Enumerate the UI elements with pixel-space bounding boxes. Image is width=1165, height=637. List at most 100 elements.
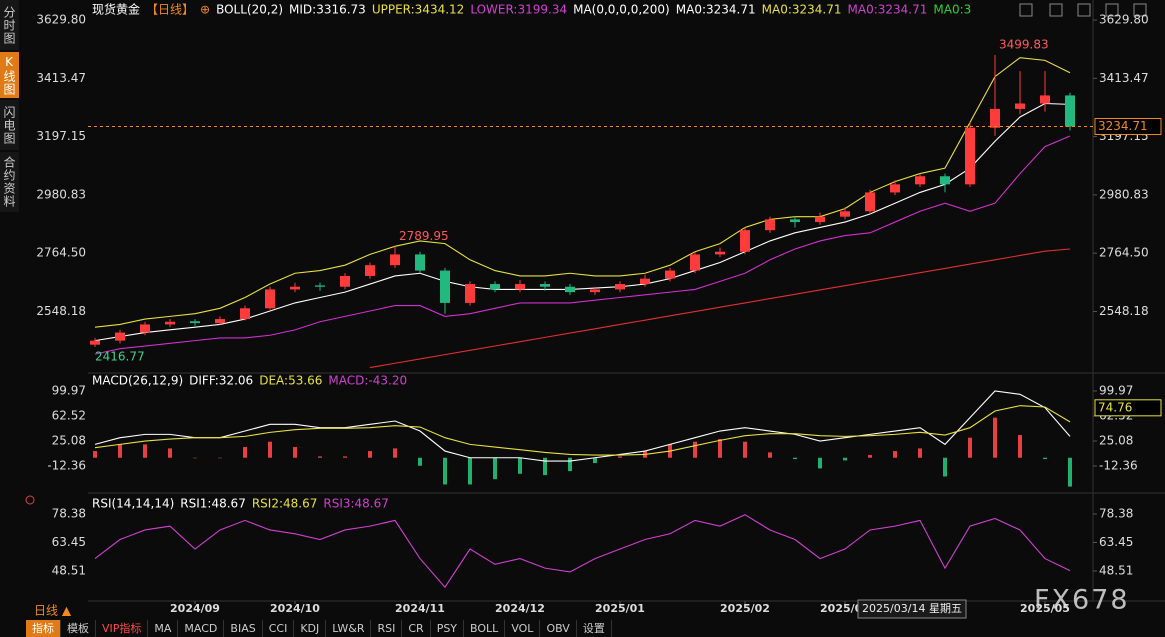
x-tick-label: 2025/05 xyxy=(1020,602,1070,615)
toolbar-item[interactable]: VIP指标 xyxy=(96,620,149,637)
candle-body xyxy=(1015,103,1025,109)
toolbar-item[interactable]: MACD xyxy=(178,620,225,637)
candle-body xyxy=(190,321,200,324)
candle-body xyxy=(165,321,175,325)
candle-body xyxy=(1065,95,1075,127)
icon[interactable] xyxy=(1105,3,1119,17)
toolbar-item[interactable]: CCI xyxy=(263,620,295,637)
toolbar-item[interactable]: KDJ xyxy=(294,620,327,637)
candle-body xyxy=(315,285,325,287)
y-tick-label: 3413.47 xyxy=(1099,71,1149,85)
side-tab[interactable]: 分时图 xyxy=(0,0,19,50)
macd-bar xyxy=(718,439,722,458)
legend-item: MA0:3234.71 xyxy=(762,3,842,17)
icon[interactable] xyxy=(1019,3,1033,17)
macd-bar xyxy=(368,451,372,458)
candle-body xyxy=(665,270,675,279)
macd-bar xyxy=(568,457,572,472)
y-tick-label: 99.97 xyxy=(1099,383,1133,397)
toolbar-item[interactable]: VOL xyxy=(505,620,541,637)
legend-item: 【日线】 xyxy=(146,3,194,17)
y-tick-label-left: 3413.47 xyxy=(36,71,86,85)
macd-bar xyxy=(118,444,122,458)
candle-body xyxy=(640,278,650,285)
period-label: 日线 ▲ xyxy=(34,604,72,618)
toolbar-item[interactable]: 模板 xyxy=(61,620,96,637)
side-tab[interactable]: 合约资料 xyxy=(0,152,19,212)
legend-item: DEA:53.66 xyxy=(259,374,322,388)
candle-body xyxy=(865,192,875,212)
toolbar-item[interactable]: PSY xyxy=(431,620,465,637)
y-tick-label: 3629.80 xyxy=(1099,13,1149,27)
macd-bar xyxy=(868,455,872,458)
crosshair-date: 2025/03/14 星期五 xyxy=(862,602,962,615)
x-tick-label: 2024/10 xyxy=(270,602,320,615)
high-label: 3499.83 xyxy=(999,38,1049,52)
y-tick-label-left: 2548.18 xyxy=(36,304,86,318)
macd-bar xyxy=(793,457,797,460)
legend-item: MA(0,0,0,0,200) xyxy=(573,3,670,17)
candle-body xyxy=(590,289,600,293)
legend-item: RSI3:48.67 xyxy=(323,497,389,511)
toolbar-item[interactable]: LW&R xyxy=(326,620,372,637)
icon[interactable] xyxy=(1133,3,1147,17)
icon[interactable] xyxy=(1049,3,1063,17)
toolbar-item[interactable]: BOLL xyxy=(464,620,506,637)
legend-item: RSI2:48.67 xyxy=(252,497,318,511)
indicator-line xyxy=(94,390,1071,462)
macd-bar xyxy=(518,457,522,474)
toolbar-item[interactable]: CR xyxy=(402,620,431,637)
toolbar-item[interactable]: 指标 xyxy=(26,620,61,637)
candle-body xyxy=(115,332,125,341)
y-tick-label: 2548.18 xyxy=(1099,304,1149,318)
last-price-box xyxy=(1094,117,1162,135)
legend-item: MA0:3234.71 xyxy=(848,3,928,17)
macd-bar xyxy=(443,457,447,485)
candle-body xyxy=(140,324,150,333)
legend-item: ⊕ xyxy=(200,3,210,17)
side-tab[interactable]: 闪电图 xyxy=(0,100,19,150)
legend-item: DIFF:32.06 xyxy=(189,374,253,388)
x-tick-label: 2025/02 xyxy=(720,602,770,615)
candle-body xyxy=(490,284,500,290)
y-tick-label-left: 25.08 xyxy=(52,433,86,447)
indicator-line xyxy=(369,248,1071,369)
candle-body xyxy=(390,254,400,266)
candle-body xyxy=(765,219,775,231)
macd-bar xyxy=(893,451,897,458)
y-tick-label: 48.51 xyxy=(1099,563,1133,577)
side-tab[interactable]: K线图 xyxy=(0,52,19,98)
macd-bar xyxy=(418,457,422,466)
toolbar-item[interactable]: OBV xyxy=(540,620,577,637)
candle-body xyxy=(715,251,725,255)
candle-body xyxy=(940,176,950,185)
candle-body xyxy=(815,216,825,223)
toolbar-item[interactable]: RSI xyxy=(371,620,403,637)
macd-bar xyxy=(993,417,997,458)
macd-bar xyxy=(318,456,322,458)
y-tick-label: 63.45 xyxy=(1099,535,1133,549)
macd-bar xyxy=(693,441,697,458)
candle-body xyxy=(990,108,1000,128)
toolbar-item[interactable]: 设置 xyxy=(577,620,612,637)
toolbar-item[interactable]: MA xyxy=(148,620,179,637)
legend-item: MA0:3 xyxy=(933,3,971,17)
x-tick-label: 2024/11 xyxy=(395,602,445,615)
y-tick-label: -12.36 xyxy=(1099,458,1138,472)
y-tick-label-left: 62.52 xyxy=(52,408,86,422)
icon[interactable] xyxy=(1077,3,1091,17)
legend-item: BOLL(20,2) xyxy=(216,3,283,17)
x-tick-label: 2025/01 xyxy=(595,602,645,615)
icon[interactable] xyxy=(25,495,35,505)
candle-body xyxy=(690,254,700,271)
toolbar-item[interactable]: BIAS xyxy=(224,620,263,637)
y-tick-label-left: 48.51 xyxy=(52,563,86,577)
candle-body xyxy=(465,284,475,303)
macd-bar xyxy=(468,457,472,485)
legend-item: MID:3316.73 xyxy=(289,3,366,17)
macd-bar xyxy=(818,457,822,469)
macd-bar xyxy=(343,456,347,458)
legend-item: MACD(26,12,9) xyxy=(92,374,183,388)
y-tick-label-left: 3629.80 xyxy=(36,13,86,27)
